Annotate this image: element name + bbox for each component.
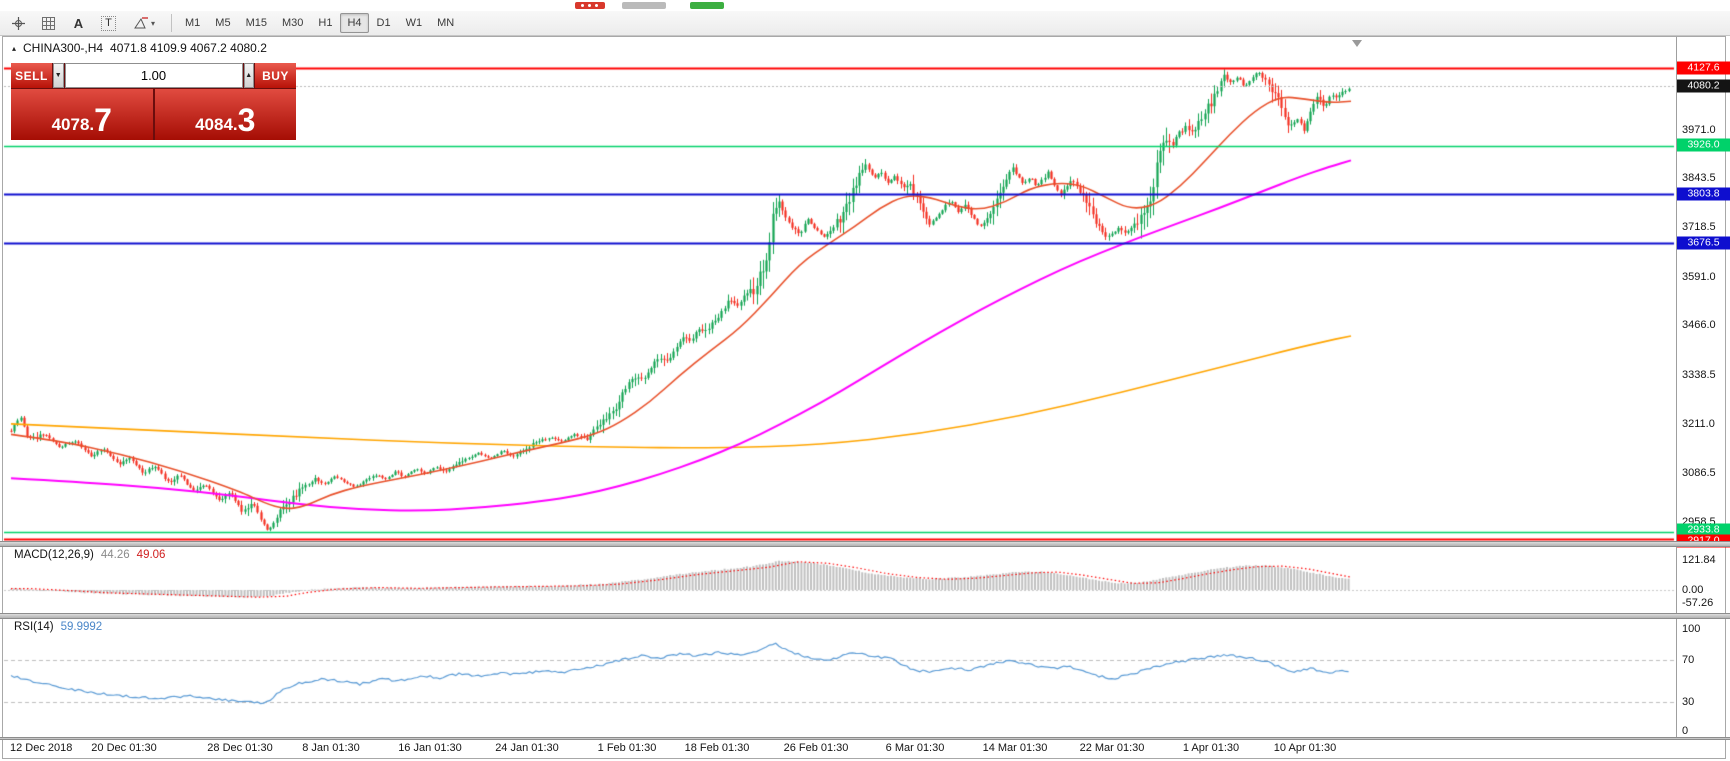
- rsi-scale-label: 70: [1682, 654, 1695, 666]
- axis-price-badge: 3676.5: [1677, 236, 1730, 250]
- time-axis-label: 8 Jan 01:30: [302, 742, 360, 754]
- macd-main-value: 44.26: [100, 549, 130, 561]
- text-annotation-icon: A: [73, 15, 84, 31]
- axis-price-badge: 4127.6: [1677, 61, 1730, 75]
- chart-title: ▴ CHINA300-,H4 4071.8 4109.9 4067.2 4080…: [12, 41, 267, 55]
- timeframe-group: M1 M5 M15 M30 H1 H4 D1 W1 MN: [178, 13, 461, 33]
- timeframe-button-h4[interactable]: H4: [340, 13, 369, 33]
- rsi-scale-label: 100: [1682, 623, 1701, 635]
- buy-button[interactable]: BUY: [255, 63, 296, 88]
- dots-icon: [581, 4, 584, 7]
- macd-indicator-title: MACD(12,26,9) 44.26 49.06: [14, 549, 165, 561]
- price-axis-label: 3211.0: [1682, 418, 1715, 430]
- text-box-icon: T: [101, 15, 116, 31]
- axis-price-badge: 2933.8: [1677, 523, 1730, 537]
- text-annotation-button[interactable]: A: [64, 12, 93, 35]
- arrow-down-icon: ▼: [54, 72, 62, 79]
- buy-price-big-digit: 3: [237, 102, 256, 138]
- chart-symbol-period: CHINA300-,H4: [23, 41, 104, 55]
- timeframe-button-h1[interactable]: H1: [318, 17, 333, 29]
- time-axis-label: 28 Dec 01:30: [207, 742, 273, 754]
- macd-scale-label: 121.84: [1682, 554, 1716, 566]
- shapes-dropdown-button[interactable]: ▾: [124, 12, 164, 35]
- price-axis-label: 3591.0: [1682, 271, 1716, 283]
- timeframe-button-m15[interactable]: M15: [245, 17, 267, 29]
- clipped-text-fragment: [622, 2, 666, 9]
- axis-price-badge: 3926.0: [1677, 138, 1730, 152]
- time-axis-label: 18 Feb 01:30: [684, 742, 750, 754]
- time-axis-label: 24 Jan 01:30: [495, 742, 559, 754]
- time-axis-label: 10 Apr 01:30: [1273, 742, 1337, 754]
- volume-decrease-button[interactable]: ▼: [52, 63, 64, 88]
- crosshair-tool-button[interactable]: [4, 12, 33, 35]
- arrow-up-icon: ▲: [245, 72, 253, 79]
- buy-price-text: 4084.: [195, 115, 238, 134]
- macd-scale-label: -57.26: [1682, 597, 1714, 609]
- main-toolbar: A T ▾ M1 M5 M15 M30 H1 H4 D1 W1 MN: [0, 11, 1730, 36]
- time-axis-label: 6 Mar 01:30: [885, 742, 945, 754]
- sell-price-big-digit: 7: [94, 102, 112, 138]
- panel-splitter[interactable]: [0, 541, 1730, 547]
- rsi-scale-label: 0: [1682, 725, 1689, 737]
- timeframe-button-d1[interactable]: D1: [376, 17, 391, 29]
- clipped-toolbar-row: [0, 0, 1730, 11]
- rsi-indicator-title: RSI(14) 59.9992: [14, 621, 102, 633]
- trade-prices-row: 4078. 7 4084. 3: [11, 89, 296, 140]
- price-axis-label: 3718.5: [1682, 221, 1716, 233]
- sell-price-text: 4078.: [51, 115, 95, 134]
- axis-price-badge: 3803.8: [1677, 187, 1730, 201]
- clipped-green-fragment: [690, 2, 724, 9]
- price-axis-label: 3338.5: [1682, 369, 1716, 381]
- clipped-button-fragment: [575, 2, 605, 9]
- timeframe-button-m30[interactable]: M30: [281, 17, 304, 29]
- time-axis-label: 14 Mar 01:30: [982, 742, 1048, 754]
- price-axis-label: 3843.5: [1682, 172, 1716, 184]
- price-axis-label: 3086.5: [1682, 467, 1716, 479]
- panel-splitter[interactable]: [0, 613, 1730, 619]
- price-axis-separator: [1676, 37, 1677, 737]
- time-axis-label: 1 Feb 01:30: [597, 742, 657, 754]
- price-axis-label: 3971.0: [1682, 124, 1716, 136]
- one-click-trading-panel: SELL ▼ ▲ BUY 4078. 7 4084. 3: [11, 63, 296, 140]
- shapes-icon: [134, 17, 148, 29]
- toolbar-separator: [171, 14, 172, 32]
- trade-controls-row: SELL ▼ ▲ BUY: [11, 63, 296, 88]
- time-axis-label: 26 Feb 01:30: [783, 742, 849, 754]
- time-axis-label: 16 Jan 01:30: [398, 742, 462, 754]
- time-axis-label: 12 Dec 2018: [10, 742, 73, 754]
- macd-signal-value: 49.06: [136, 549, 166, 561]
- time-axis-label: 20 Dec 01:30: [91, 742, 157, 754]
- grid-tool-button[interactable]: [34, 12, 63, 35]
- timeframe-button-mn[interactable]: MN: [437, 17, 455, 29]
- crosshair-icon: [12, 16, 25, 30]
- chart-ohlc-values: 4071.8 4109.9 4067.2 4080.2: [110, 41, 267, 55]
- buy-price[interactable]: 4084. 3: [154, 89, 296, 140]
- axis-price-badge: 4080.2: [1677, 79, 1730, 93]
- timeframe-button-m1[interactable]: M1: [185, 17, 201, 29]
- chart-shift-marker-icon[interactable]: [1352, 40, 1362, 47]
- time-axis-label: 22 Mar 01:30: [1079, 742, 1145, 754]
- macd-name: MACD(12,26,9): [14, 549, 94, 561]
- rsi-name: RSI(14): [14, 621, 54, 633]
- timeframe-button-w1[interactable]: W1: [405, 17, 423, 29]
- rsi-scale-label: 30: [1682, 696, 1695, 708]
- volume-increase-button[interactable]: ▲: [243, 63, 255, 88]
- timeframe-button-m5[interactable]: M5: [215, 17, 231, 29]
- text-box-button[interactable]: T: [94, 12, 123, 35]
- macd-scale-label: 0.00: [1682, 584, 1704, 596]
- sell-button[interactable]: SELL: [11, 63, 52, 88]
- panel-splitter[interactable]: [0, 737, 1730, 740]
- chart-collapse-icon[interactable]: ▴: [12, 43, 17, 53]
- price-axis-label: 3466.0: [1682, 319, 1716, 331]
- time-axis-label: 1 Apr 01:30: [1182, 742, 1240, 754]
- grid-icon: [42, 16, 55, 30]
- chevron-down-icon: ▾: [150, 18, 155, 28]
- rsi-value: 59.9992: [60, 621, 103, 633]
- volume-input[interactable]: [64, 63, 243, 88]
- sell-price[interactable]: 4078. 7: [11, 89, 153, 140]
